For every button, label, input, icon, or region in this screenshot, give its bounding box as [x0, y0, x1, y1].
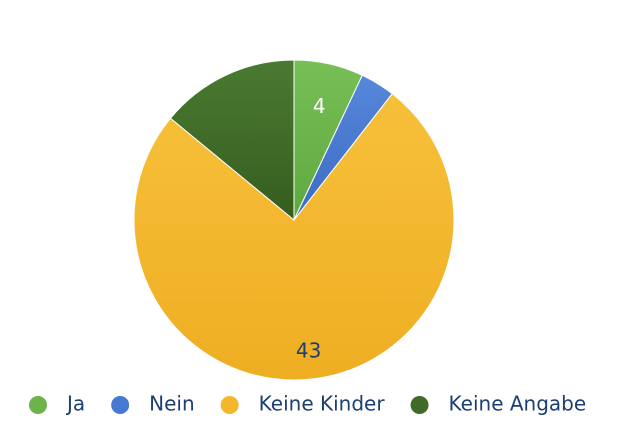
legend-marker-keine-kinder	[220, 396, 239, 414]
legend-item-ja: Ja	[29, 392, 85, 416]
legend-item-keine-kinder: Keine Kinder	[220, 392, 386, 416]
legend-label-keine-kinder: Keine Kinder	[259, 392, 386, 416]
legend-item-keine-angabe: Keine Angabe	[410, 392, 587, 416]
pie-legend: Ja Nein Keine Kinder Keine Angabe	[29, 392, 586, 416]
pie-slice-keine-kinder	[133, 93, 455, 381]
pie-data-labels: 4 43	[296, 94, 326, 362]
pie-slice-keine-angabe	[169, 59, 295, 222]
pie-slices	[133, 59, 455, 381]
data-label-ja: 4	[313, 94, 326, 118]
legend-label-ja: Ja	[65, 392, 85, 416]
legend-marker-nein	[111, 396, 130, 414]
legend-item-nein: Nein	[111, 392, 195, 416]
legend-marker-ja	[29, 396, 47, 414]
legend-label-nein: Nein	[149, 392, 195, 416]
legend-marker-keine-angabe	[410, 396, 429, 414]
legend-label-keine-angabe: Keine Angabe	[449, 392, 587, 416]
data-label-keine-kinder: 43	[296, 338, 321, 362]
